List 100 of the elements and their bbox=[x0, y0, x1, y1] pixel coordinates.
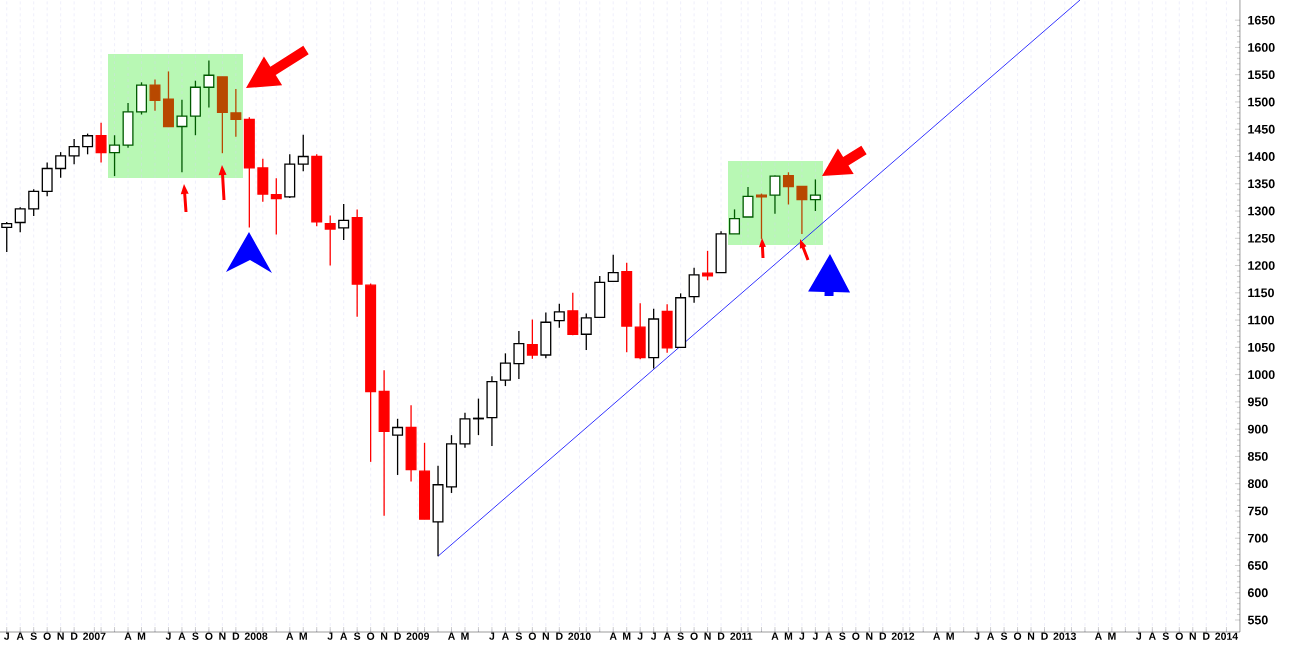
candlestick bbox=[149, 78, 161, 112]
x-tick-label: J bbox=[489, 632, 495, 640]
x-tick-label: O bbox=[1175, 632, 1183, 640]
candlestick bbox=[230, 88, 242, 138]
x-tick-label: J bbox=[165, 632, 171, 640]
y-tick-label: 1400 bbox=[1248, 152, 1275, 161]
y-tick-label: 1550 bbox=[1248, 70, 1275, 80]
candlestick bbox=[270, 177, 282, 236]
candlestick bbox=[729, 208, 741, 235]
candlestick bbox=[68, 138, 80, 165]
y-tick-label: 1250 bbox=[1248, 233, 1275, 243]
candlestick bbox=[109, 134, 121, 177]
y-tick-label: 900 bbox=[1247, 424, 1268, 434]
x-tick-label: N bbox=[219, 632, 226, 640]
x-tick-label: S bbox=[677, 632, 684, 640]
x-tick-label: J bbox=[1136, 632, 1142, 640]
x-tick-label: D bbox=[71, 632, 78, 640]
x-tick-label: S bbox=[192, 632, 199, 640]
x-tick-label: S bbox=[839, 632, 846, 640]
x-tick-label: S bbox=[30, 632, 37, 640]
candlestick bbox=[14, 206, 26, 233]
x-tick-label: D bbox=[1203, 632, 1210, 640]
x-tick-label: O bbox=[852, 632, 860, 640]
x-tick-label: A bbox=[663, 632, 671, 640]
x-tick-label: O bbox=[205, 632, 213, 640]
x-tick-label: A bbox=[771, 632, 779, 640]
x-tick-label: N bbox=[57, 632, 64, 640]
x-tick-label: N bbox=[381, 632, 388, 640]
y-tick-label: 1600 bbox=[1248, 43, 1275, 52]
x-tick-label: O bbox=[366, 632, 375, 640]
x-tick-label: O bbox=[690, 632, 698, 640]
x-tick-label: D bbox=[879, 632, 887, 640]
y-tick-label: 1450 bbox=[1248, 124, 1275, 134]
x-tick-label: M bbox=[784, 632, 793, 640]
x-tick-label: J bbox=[637, 632, 643, 640]
candlestick bbox=[513, 330, 525, 380]
x-tick-label: M bbox=[137, 632, 146, 640]
candlestick bbox=[607, 254, 619, 283]
x-tick-label: A bbox=[447, 632, 455, 640]
x-tick-label: O bbox=[528, 632, 536, 640]
y-tick-label: 1000 bbox=[1248, 370, 1275, 380]
y-tick-label: 950 bbox=[1247, 397, 1268, 407]
x-tick-label: A bbox=[16, 632, 24, 640]
y-tick-label: 1500 bbox=[1248, 97, 1275, 107]
x-tick-label: S bbox=[353, 632, 361, 640]
x-tick-label: A bbox=[178, 632, 186, 640]
x-tick-label: S bbox=[1162, 632, 1169, 640]
y-tick-label: 550 bbox=[1247, 615, 1268, 625]
candlestick bbox=[338, 203, 350, 241]
y-tick-label: 1150 bbox=[1248, 288, 1274, 298]
x-tick-label: 2008 bbox=[244, 632, 268, 640]
x-tick-label: N bbox=[1189, 632, 1196, 640]
candlestick bbox=[392, 418, 404, 476]
candlestick bbox=[526, 318, 538, 360]
x-tick-label: J bbox=[3, 632, 9, 640]
candlestick bbox=[1, 221, 13, 253]
candlestick bbox=[324, 214, 336, 267]
x-tick-label: A bbox=[933, 632, 941, 640]
x-tick-label: 2010 bbox=[568, 632, 591, 640]
x-tick-label: D bbox=[556, 632, 563, 640]
candlestick bbox=[28, 188, 40, 217]
y-tick-label: 750 bbox=[1247, 506, 1268, 516]
candlestick bbox=[82, 132, 94, 155]
x-tick-label: A bbox=[340, 632, 348, 640]
x-tick-label: O bbox=[1013, 632, 1022, 640]
x-tick-label: S bbox=[1000, 632, 1008, 640]
candlestick bbox=[55, 151, 67, 179]
x-tick-label: A bbox=[1094, 632, 1102, 640]
candlestick bbox=[499, 352, 511, 387]
x-tick-label: M bbox=[946, 632, 954, 640]
x-tick-label: 2007 bbox=[83, 632, 106, 640]
x-tick-label: D bbox=[717, 632, 725, 640]
x-tick-label: A bbox=[124, 632, 132, 640]
x-tick-label: 2011 bbox=[730, 632, 753, 640]
y-tick-label: 1350 bbox=[1248, 179, 1275, 189]
x-tick-label: A bbox=[609, 632, 617, 640]
candlestick bbox=[297, 134, 309, 172]
candlestick bbox=[702, 250, 714, 281]
x-tick-label: A bbox=[987, 632, 995, 640]
x-tick-label: D bbox=[394, 632, 401, 640]
x-tick-label: M bbox=[1108, 632, 1116, 640]
x-tick-label: 2014 bbox=[1215, 632, 1239, 640]
x-tick-label: N bbox=[866, 632, 873, 640]
x-tick-label: N bbox=[704, 632, 711, 640]
candlestick bbox=[41, 161, 53, 197]
candlestick bbox=[580, 312, 592, 351]
y-tick-label: 1050 bbox=[1248, 342, 1275, 352]
x-tick-label: M bbox=[623, 632, 631, 640]
x-tick-label: D bbox=[1041, 632, 1048, 640]
candlestick bbox=[809, 178, 821, 212]
candlestick bbox=[782, 171, 794, 206]
candlestick bbox=[553, 303, 565, 329]
x-tick-label: N bbox=[1027, 632, 1035, 640]
x-tick-label: M bbox=[461, 632, 469, 640]
y-tick-label: 600 bbox=[1247, 588, 1268, 598]
y-tick-label: 1200 bbox=[1248, 261, 1275, 270]
x-tick-label: J bbox=[327, 632, 333, 640]
candlestick bbox=[796, 185, 808, 235]
x-tick-label: O bbox=[43, 632, 51, 640]
x-tick-label: A bbox=[825, 632, 833, 640]
